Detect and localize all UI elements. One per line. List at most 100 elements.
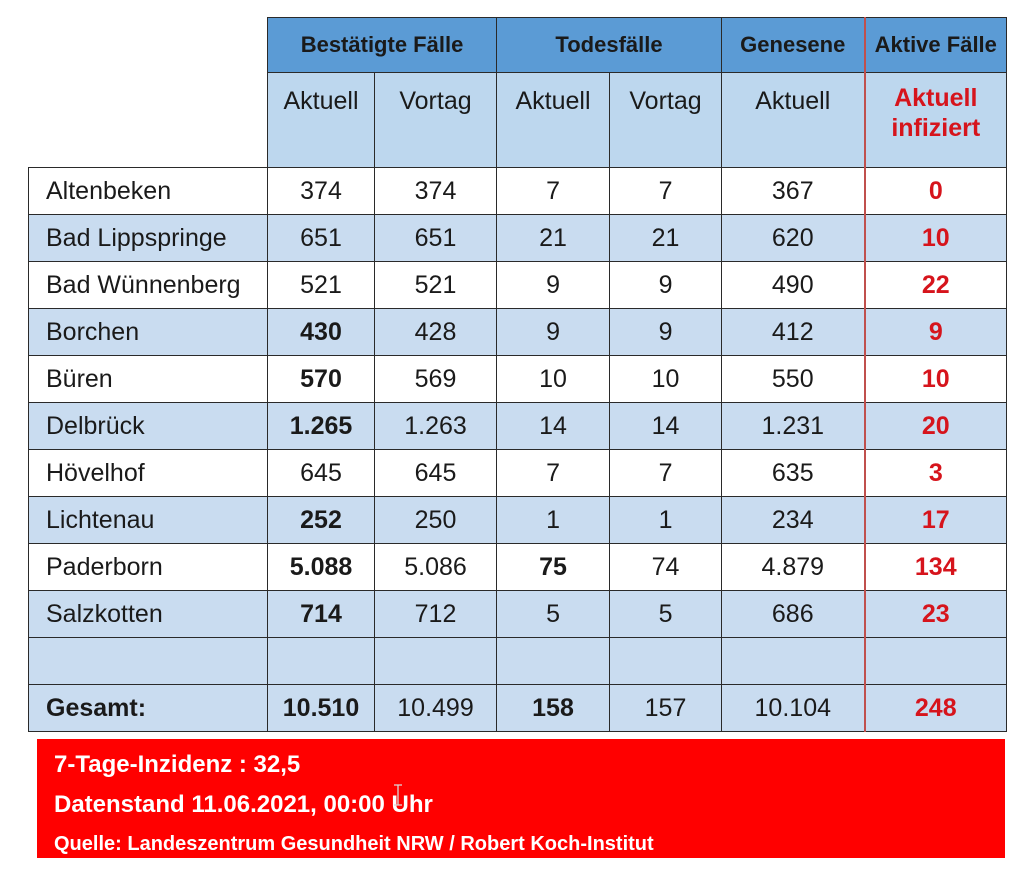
active-infected: 17 (863, 496, 1008, 544)
deaths-current: 10 (496, 355, 611, 403)
municipality-name: Lichtenau (28, 496, 268, 544)
empty-row (28, 637, 1008, 685)
total-cases-current: 10.510 (267, 684, 375, 732)
total-label: Gesamt: (28, 684, 268, 732)
cases-previous: 712 (373, 590, 498, 638)
deaths-current: 1 (496, 496, 611, 544)
municipality-name: Altenbeken (28, 167, 268, 215)
table-row: Lichtenau 252 250 1 1 234 17 (28, 496, 1008, 544)
municipality-name: Büren (28, 355, 268, 403)
table-row: Paderborn 5.088 5.086 75 74 4.879 134 (28, 543, 1008, 591)
active-infected: 23 (863, 590, 1008, 638)
cases-previous: 428 (373, 308, 498, 356)
cases-previous: 651 (373, 214, 498, 262)
header-cases-current: Aktuell (267, 72, 375, 168)
header-recovered: Genesene (721, 17, 866, 73)
table-row: Delbrück 1.265 1.263 14 14 1.231 20 (28, 402, 1008, 450)
total-recovered: 10.104 (721, 684, 866, 732)
total-active: 248 (863, 684, 1008, 732)
active-infected: 10 (863, 214, 1008, 262)
header-recovered-current: Aktuell (721, 72, 866, 168)
header-active-cases: Aktive Fälle (863, 17, 1008, 73)
info-footer: 7-Tage-Inzidenz : 32,5 Datenstand 11.06.… (37, 739, 1005, 858)
cases-current: 1.265 (267, 402, 375, 450)
deaths-current: 7 (496, 449, 611, 497)
deaths-previous: 74 (609, 543, 723, 591)
table-row: Büren 570 569 10 10 550 10 (28, 355, 1008, 403)
deaths-previous: 7 (609, 449, 723, 497)
municipality-name: Delbrück (28, 402, 268, 450)
active-infected: 134 (863, 543, 1008, 591)
total-row: Gesamt: 10.510 10.499 158 157 10.104 248 (28, 684, 1008, 732)
active-infected: 22 (863, 261, 1008, 309)
cases-previous: 250 (373, 496, 498, 544)
deaths-current: 14 (496, 402, 611, 450)
header-deaths-current: Aktuell (496, 72, 611, 168)
cases-previous: 645 (373, 449, 498, 497)
municipality-name: Bad Lippspringe (28, 214, 268, 262)
recovered-current: 412 (721, 308, 866, 356)
recovered-current: 686 (721, 590, 866, 638)
header-deaths: Todesfälle (496, 17, 723, 73)
deaths-previous: 1 (609, 496, 723, 544)
cases-current: 570 (267, 355, 375, 403)
header-active-line2: infiziert (891, 114, 981, 142)
deaths-previous: 14 (609, 402, 723, 450)
data-date-text: Datenstand 11.06.2021, 00:00 Uhr (54, 791, 433, 818)
total-deaths-current: 158 (496, 684, 611, 732)
municipality-rows: Altenbeken 374 374 7 7 367 0 Bad Lippspringe 651… (28, 167, 1008, 638)
empty-cell (267, 637, 375, 685)
header-corner (28, 17, 268, 73)
cases-current: 5.088 (267, 543, 375, 591)
source-text: Quelle: Landeszentrum Gesundheit NRW / R… (54, 833, 654, 855)
header-group-row: Bestätigte Fälle Todesfälle Genesene Akt… (28, 17, 1008, 73)
text-cursor-icon (394, 784, 402, 806)
deaths-previous: 7 (609, 167, 723, 215)
active-infected: 9 (863, 308, 1008, 356)
cases-current: 645 (267, 449, 375, 497)
municipality-name: Paderborn (28, 543, 268, 591)
deaths-current: 21 (496, 214, 611, 262)
header-sub-row: Aktuell Vortag Aktuell Vortag Aktuell Ak… (28, 72, 1008, 168)
table-row: Bad Lippspringe 651 651 21 21 620 10 (28, 214, 1008, 262)
table-row: Bad Wünnenberg 521 521 9 9 490 22 (28, 261, 1008, 309)
cases-current: 252 (267, 496, 375, 544)
cases-previous: 1.263 (373, 402, 498, 450)
empty-cell (373, 637, 498, 685)
cases-current: 374 (267, 167, 375, 215)
municipality-name: Bad Wünnenberg (28, 261, 268, 309)
cases-current: 714 (267, 590, 375, 638)
cases-current: 430 (267, 308, 375, 356)
empty-cell (721, 637, 866, 685)
active-infected: 10 (863, 355, 1008, 403)
header-active-current: Aktuell infiziert (863, 72, 1008, 168)
deaths-previous: 9 (609, 261, 723, 309)
deaths-previous: 5 (609, 590, 723, 638)
header-corner-sub (28, 72, 268, 168)
cases-previous: 374 (373, 167, 498, 215)
cases-previous: 569 (373, 355, 498, 403)
recovered-current: 620 (721, 214, 866, 262)
deaths-current: 75 (496, 543, 611, 591)
municipality-name: Salzkotten (28, 590, 268, 638)
cases-previous: 521 (373, 261, 498, 309)
header-cases-previous: Vortag (373, 72, 498, 168)
active-infected: 0 (863, 167, 1008, 215)
total-deaths-previous: 157 (609, 684, 723, 732)
table-row: Salzkotten 714 712 5 5 686 23 (28, 590, 1008, 638)
recovered-current: 635 (721, 449, 866, 497)
active-infected: 20 (863, 402, 1008, 450)
incidence-text: 7-Tage-Inzidenz : 32,5 (54, 751, 301, 778)
cases-previous: 5.086 (373, 543, 498, 591)
active-infected: 3 (863, 449, 1008, 497)
municipality-name: Hövelhof (28, 449, 268, 497)
table-row: Borchen 430 428 9 9 412 9 (28, 308, 1008, 356)
header-active-line1: Aktuell (894, 84, 978, 112)
header-deaths-previous: Vortag (609, 72, 723, 168)
deaths-current: 5 (496, 590, 611, 638)
municipality-name: Borchen (28, 308, 268, 356)
recovered-current: 550 (721, 355, 866, 403)
deaths-previous: 9 (609, 308, 723, 356)
recovered-current: 367 (721, 167, 866, 215)
empty-cell (863, 637, 1008, 685)
